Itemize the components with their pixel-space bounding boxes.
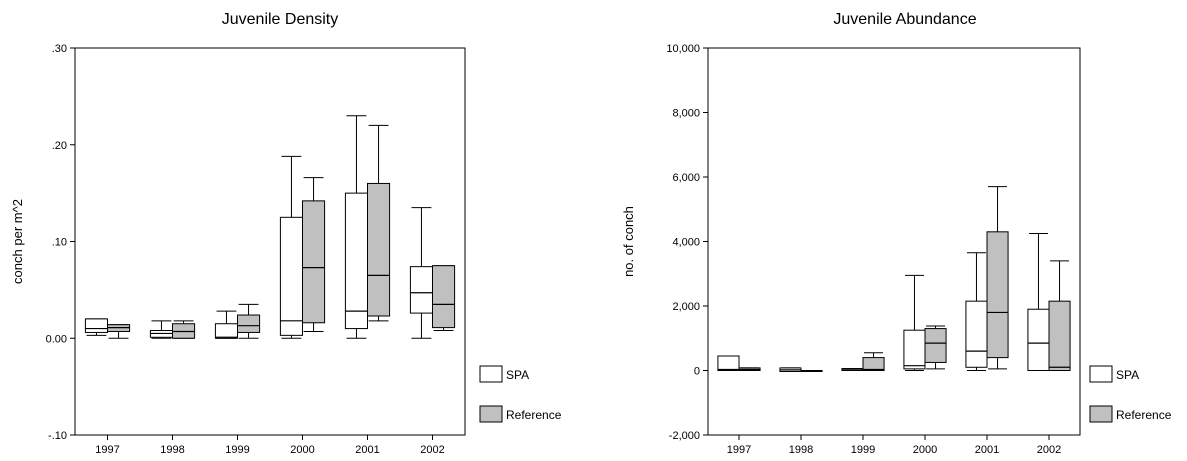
chart-1-legend-swatch-spa [479, 365, 503, 383]
chart-2-ylabel: no. of conch [621, 206, 636, 277]
chart-1-xtick-label: 1998 [160, 444, 184, 456]
chart-2-legend-swatch-reference [1089, 405, 1113, 423]
chart-1-reference-box-2000 [302, 200, 326, 324]
chart-1-legend-label-spa: SPA [506, 368, 529, 382]
chart-1-reference-box-1999 [237, 314, 261, 333]
chart-1-xtick-label: 2001 [355, 444, 379, 456]
chart-1-ytick-label: -.10 [48, 430, 67, 442]
chart-2-xtick-label: 2001 [975, 444, 999, 456]
chart-1-ytick-label: 0.00 [46, 333, 67, 345]
chart-1-spa-box-1999 [214, 323, 238, 339]
chart-2-legend-swatch-spa [1089, 365, 1113, 383]
chart-2-ytick-label: 6,000 [672, 172, 700, 184]
chart-2-xtick-label: 1998 [789, 444, 813, 456]
chart-1-spa-box-1997 [84, 318, 109, 333]
chart-2-spa-box-2001 [965, 300, 988, 368]
chart-2-reference-box-2001 [986, 231, 1009, 359]
chart-1-ytick-label: .30 [52, 43, 67, 55]
chart-2-ytick-label: 8,000 [672, 108, 700, 120]
chart-1-title: Juvenile Density [222, 11, 339, 28]
chart-2-reference-box-2000 [924, 328, 947, 363]
chart-2-xtick-label: 2000 [913, 444, 937, 456]
chart-1-spa-box-2002 [409, 266, 433, 314]
chart-2-ytick-label: 4,000 [672, 237, 700, 249]
chart-2-xtick-label: 2002 [1037, 444, 1061, 456]
chart-1-legend-swatch-reference [479, 405, 503, 423]
chart-1-reference-box-2002 [432, 265, 456, 329]
chart-1-ytick-label: .10 [52, 237, 67, 249]
chart-2-ytick-label: 2,000 [672, 301, 700, 313]
chart-1-legend-label-reference: Reference [506, 408, 562, 422]
chart-1-xtick-label: 1997 [95, 444, 119, 456]
chart-1-ylabel: conch per m^2 [10, 199, 25, 284]
chart-1-xtick-label: 2002 [420, 444, 444, 456]
chart-2-xtick-label: 1997 [727, 444, 751, 456]
chart-2-reference-box-1999 [862, 357, 885, 372]
chart-1-plot-frame [74, 47, 466, 436]
chart-2-spa-box-2002 [1027, 308, 1050, 372]
chart-2-plot-frame [707, 47, 1081, 436]
chart-1-spa-box-2000 [279, 216, 303, 336]
chart-1-reference-box-2001 [367, 182, 391, 317]
chart-2-spa-box-2000 [903, 329, 926, 370]
chart-2-legend-label-reference: Reference [1116, 408, 1172, 422]
chart-2-xtick-label: 1999 [851, 444, 875, 456]
chart-2-title: Juvenile Abundance [833, 11, 976, 28]
chart-2-ytick-label: 0 [694, 366, 700, 378]
chart-2-reference-box-2002 [1048, 300, 1071, 372]
chart-2-spa-box-1997 [717, 355, 740, 371]
chart-2-ytick-label: 10,000 [666, 43, 700, 55]
chart-2-ytick-label: -2,000 [669, 430, 700, 442]
chart-1-xtick-label: 1999 [225, 444, 249, 456]
chart-1-spa-box-2001 [344, 192, 368, 330]
chart-1-ytick-label: .20 [52, 140, 67, 152]
chart-2-legend-label-spa: SPA [1116, 368, 1139, 382]
chart-1-xtick-label: 2000 [290, 444, 314, 456]
